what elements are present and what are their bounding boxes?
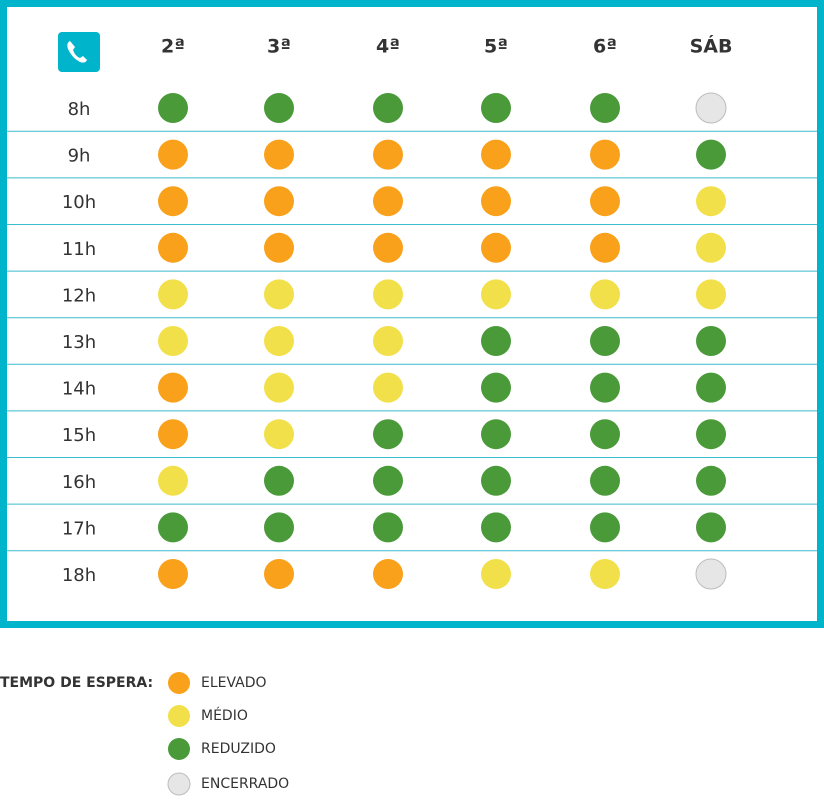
status-dot [158, 139, 188, 170]
status-dot [590, 419, 620, 450]
legend-dot [168, 705, 190, 727]
status-dot [590, 559, 620, 589]
status-dot [158, 93, 188, 123]
status-dot [264, 372, 294, 403]
status-dot [264, 279, 294, 310]
status-dot [158, 465, 188, 496]
status-dot [696, 232, 726, 263]
status-dot [264, 139, 294, 170]
status-dot [590, 139, 620, 170]
status-dot [696, 419, 726, 450]
phone-icon [58, 32, 100, 72]
legend-label: ENCERRADO [201, 776, 289, 792]
legend-title: TEMPO DE ESPERA: [0, 675, 153, 691]
legend-label: ELEVADO [201, 675, 267, 691]
column-header: 5ª [484, 36, 508, 58]
status-dot [373, 279, 403, 310]
row-label: 15h [62, 425, 96, 446]
status-dot [373, 419, 403, 450]
status-dot [481, 232, 511, 263]
legend-dot [168, 672, 190, 694]
legend-label: REDUZIDO [201, 741, 276, 757]
status-dot [481, 559, 511, 589]
row-label: 9h [68, 146, 91, 167]
status-dot [590, 232, 620, 263]
status-dot [590, 372, 620, 403]
status-dot [373, 372, 403, 403]
status-dot [264, 465, 294, 496]
legend-dot [167, 772, 191, 796]
status-dot [481, 372, 511, 403]
status-dot [481, 93, 511, 123]
status-dot [373, 186, 403, 217]
status-dot [481, 465, 511, 496]
status-dot [158, 419, 188, 450]
column-header: 6ª [593, 36, 617, 58]
status-dot [481, 512, 511, 543]
legend-label: MÉDIO [201, 707, 248, 724]
status-dot [158, 372, 188, 403]
status-dot [158, 559, 188, 589]
status-dot [696, 372, 726, 403]
status-dot [696, 186, 726, 217]
status-dot [373, 465, 403, 496]
status-dot [264, 232, 294, 263]
row-label: 14h [62, 379, 96, 400]
status-dot [590, 186, 620, 217]
status-dot [590, 465, 620, 496]
row-label: 18h [62, 565, 96, 586]
status-dot [590, 279, 620, 310]
status-dot [158, 232, 188, 263]
status-dot [481, 326, 511, 356]
status-dot [264, 512, 294, 543]
status-dot [590, 326, 620, 356]
status-dot [373, 139, 403, 170]
status-dot [158, 279, 188, 310]
status-dot [373, 512, 403, 543]
status-dot [481, 419, 511, 450]
row-label: 13h [62, 332, 96, 353]
status-dot [264, 93, 294, 123]
status-dot [264, 559, 294, 589]
status-dot [373, 232, 403, 263]
status-dot [590, 512, 620, 543]
status-dot [158, 186, 188, 217]
column-header: 2ª [161, 36, 185, 58]
status-dot [696, 326, 726, 356]
status-dot [481, 279, 511, 310]
status-dot [696, 139, 726, 170]
legend-dot [168, 738, 190, 760]
column-header: 4ª [376, 36, 400, 58]
column-header: SÁB [690, 35, 733, 58]
status-dot [264, 186, 294, 217]
column-header: 3ª [267, 36, 291, 58]
status-dot [696, 465, 726, 496]
status-dot [264, 326, 294, 356]
status-dot [373, 559, 403, 589]
status-dot [264, 419, 294, 450]
row-label: 11h [62, 239, 96, 260]
status-dot [158, 512, 188, 543]
status-dot [481, 139, 511, 170]
status-dot [695, 558, 727, 590]
status-dot [695, 92, 727, 124]
status-dot [590, 93, 620, 123]
status-dot [373, 326, 403, 356]
row-label: 8h [68, 99, 91, 120]
status-dot [373, 93, 403, 123]
status-dot [696, 279, 726, 310]
row-label: 17h [62, 518, 96, 539]
row-label: 12h [62, 285, 96, 306]
status-dot [158, 326, 188, 356]
frame [0, 0, 824, 628]
status-dot [696, 512, 726, 543]
row-label: 10h [62, 192, 96, 213]
row-label: 16h [62, 472, 96, 493]
status-dot [481, 186, 511, 217]
